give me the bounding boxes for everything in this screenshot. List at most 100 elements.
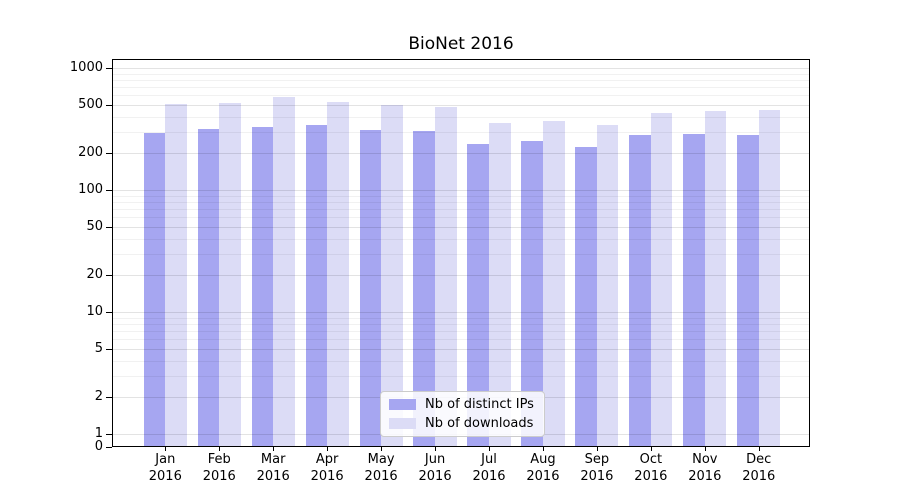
bar-distinct-ips-mar xyxy=(251,126,274,447)
y-axis-tick xyxy=(106,68,112,69)
y-axis-tick xyxy=(106,104,112,106)
bar-downloads-dec xyxy=(758,110,781,447)
y-axis-tick xyxy=(106,153,112,155)
bar-distinct-ips-oct xyxy=(629,134,651,447)
gridline xyxy=(112,339,810,341)
x-tick-label: Jan 2016 xyxy=(148,452,182,484)
bar-distinct-ips-jan xyxy=(143,132,166,447)
x-tick-label: Dec 2016 xyxy=(742,452,776,484)
y-axis-tick xyxy=(106,312,112,313)
bar-distinct-ips-apr xyxy=(305,125,328,447)
gridline xyxy=(112,238,810,240)
gridline xyxy=(112,348,810,350)
chart-title: BioNet 2016 xyxy=(408,34,514,54)
x-tick-label: Apr 2016 xyxy=(310,452,344,484)
gridline xyxy=(112,116,810,118)
x-axis-tick xyxy=(165,447,167,451)
gridline xyxy=(112,312,810,313)
x-tick-label: Aug 2016 xyxy=(526,452,560,484)
bar-downloads-jan xyxy=(165,104,187,447)
gridline xyxy=(112,79,810,81)
y-axis-tick xyxy=(106,348,112,350)
gridline xyxy=(112,330,810,332)
y-tick-label: 2 xyxy=(94,389,103,405)
bar-distinct-ips-jul xyxy=(467,143,489,447)
bar-downloads-apr xyxy=(327,102,349,447)
bar-distinct-ips-aug xyxy=(521,141,543,447)
legend-swatch-distinct-ips xyxy=(389,399,416,410)
legend-label-distinct-ips: Nb of distinct IPs xyxy=(425,397,534,412)
y-tick-label: 20 xyxy=(86,267,103,283)
y-axis-tick xyxy=(106,397,112,399)
y-axis-tick xyxy=(106,226,112,228)
gridline xyxy=(112,323,810,325)
x-axis-tick xyxy=(542,447,544,451)
bar-downloads-feb xyxy=(219,103,241,447)
x-axis-tick xyxy=(435,447,437,451)
gridline xyxy=(112,201,810,203)
bar-downloads-jul xyxy=(489,122,511,447)
bar-distinct-ips-sep xyxy=(575,147,597,447)
x-tick-label: Sep 2016 xyxy=(580,452,614,484)
x-tick-label: Jun 2016 xyxy=(418,452,452,484)
x-axis-tick xyxy=(596,447,598,451)
gridline xyxy=(112,195,810,197)
y-tick-label: 5 xyxy=(94,340,103,356)
legend-item-downloads: Nb of downloads xyxy=(389,416,536,431)
y-tick-label: 1000 xyxy=(69,60,103,75)
gridline xyxy=(112,360,810,362)
x-axis-tick xyxy=(758,447,760,451)
gridline xyxy=(112,68,810,69)
gridline xyxy=(112,104,810,106)
bar-distinct-ips-may xyxy=(359,130,382,447)
legend: Nb of distinct IPs Nb of downloads xyxy=(380,391,545,437)
bar-downloads-jun xyxy=(435,106,457,447)
x-tick-label: Oct 2016 xyxy=(634,452,668,484)
gridline xyxy=(112,190,810,191)
y-tick-label: 50 xyxy=(86,218,103,234)
x-tick-label: Jul 2016 xyxy=(472,452,506,484)
x-axis-tick xyxy=(650,447,652,451)
y-tick-label: 200 xyxy=(78,145,103,161)
bar-downloads-sep xyxy=(596,125,619,447)
y-axis-tick xyxy=(106,275,112,277)
plot-area xyxy=(112,59,810,447)
x-axis-tick xyxy=(327,447,329,451)
gridline xyxy=(112,73,810,75)
gridline xyxy=(112,208,810,210)
y-axis-tick xyxy=(106,190,112,191)
gridline xyxy=(112,375,810,377)
legend-label-downloads: Nb of downloads xyxy=(425,416,534,431)
gridline xyxy=(112,86,810,88)
gridline xyxy=(112,317,810,319)
bar-downloads-may xyxy=(381,105,403,447)
y-tick-label: 1 xyxy=(94,426,103,441)
x-tick-label: May 2016 xyxy=(364,452,398,484)
y-tick-label: 10 xyxy=(86,304,103,319)
x-axis-tick xyxy=(704,447,706,451)
bar-distinct-ips-jun xyxy=(413,130,436,447)
gridline xyxy=(112,217,810,219)
y-axis-tick xyxy=(106,434,112,435)
y-tick-label: 500 xyxy=(78,96,103,112)
gridline xyxy=(112,131,810,133)
bar-downloads-oct xyxy=(650,113,673,447)
y-tick-label: 100 xyxy=(78,182,103,197)
x-axis-tick xyxy=(381,447,383,451)
bar-distinct-ips-nov xyxy=(683,133,705,447)
legend-swatch-downloads xyxy=(389,418,416,429)
x-tick-label: Nov 2016 xyxy=(688,452,722,484)
x-axis-tick xyxy=(489,447,490,451)
x-tick-label: Feb 2016 xyxy=(202,452,236,484)
gridline xyxy=(112,153,810,155)
gridline xyxy=(112,275,810,277)
bar-distinct-ips-dec xyxy=(737,134,759,447)
x-tick-label: Mar 2016 xyxy=(256,452,290,484)
x-axis-tick xyxy=(219,447,221,451)
bar-distinct-ips-feb xyxy=(197,129,220,447)
bar-downloads-aug xyxy=(542,121,565,447)
gridline xyxy=(112,226,810,228)
y-axis-tick xyxy=(106,447,112,448)
bar-downloads-nov xyxy=(704,110,727,447)
